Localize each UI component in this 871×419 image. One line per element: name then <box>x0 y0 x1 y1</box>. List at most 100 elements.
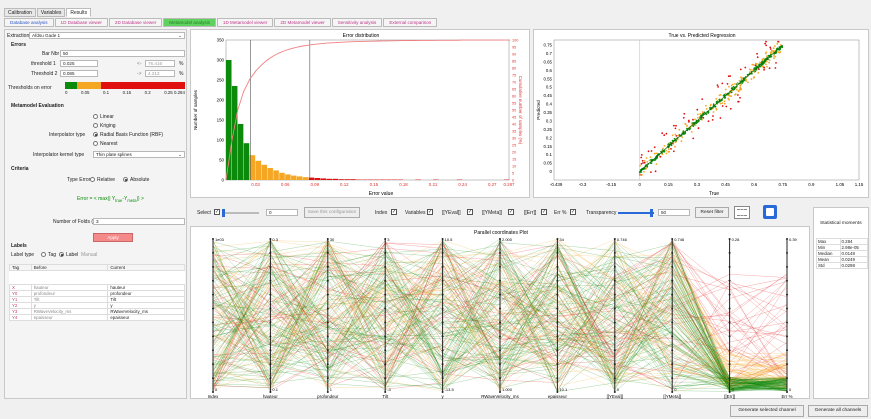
scatter-xtick-label: 0.6 <box>751 182 758 187</box>
hist-ytick-label: 200 <box>217 98 225 103</box>
scatter-point <box>778 51 781 54</box>
scatter-point <box>688 128 690 131</box>
pc-axis-tick <box>269 265 272 268</box>
transparency-slider[interactable] <box>618 209 654 217</box>
pc-axis-tick <box>269 349 272 352</box>
pc-axis-max: 10.5 <box>445 237 454 242</box>
scatter-point <box>641 159 644 162</box>
tab-2d-database-viewer[interactable]: 2D Database viewer <box>108 18 163 27</box>
scatter-point <box>740 78 743 80</box>
tab-2d-metamodel-viewer[interactable]: 2D Metamodel viewer <box>274 18 331 27</box>
scatter-point <box>692 137 695 140</box>
statistics-panel: Statistical moments Max 0.284 Min 2.98e-05… <box>813 207 869 399</box>
table-row[interactable]: Y4 epaisseur epaisseur <box>9 314 185 321</box>
bar-nbr-input[interactable]: 50 <box>60 50 185 57</box>
select-slider[interactable] <box>222 209 259 217</box>
transparency-input[interactable]: 50 <box>658 209 690 216</box>
kernel-select[interactable]: Thin plate splines ⌄ <box>93 151 185 158</box>
save-configuration-button[interactable]: Save this configuration <box>304 207 360 218</box>
errpct-checkbox[interactable]: ✓ <box>570 209 576 215</box>
tab-calibration[interactable]: Calibration <box>4 8 36 17</box>
interp-linear[interactable]: Linear <box>93 114 114 120</box>
scatter-point <box>670 148 672 150</box>
select-checkbox[interactable]: ✓ <box>214 209 220 215</box>
scatter-point <box>663 145 666 147</box>
select-value-input[interactable]: 0 <box>266 209 298 216</box>
threshold-color-bar[interactable] <box>65 82 185 89</box>
hist-y2tick-label: 60 <box>512 95 516 99</box>
scatter-point <box>719 117 722 119</box>
pc-axis-tick <box>728 251 731 254</box>
apply-button[interactable]: Apply <box>93 233 133 242</box>
regression-chart[interactable]: True vs. Predicted Regression True Predi… <box>534 30 870 199</box>
pc-axis-tick <box>212 238 214 240</box>
hist-bar <box>279 172 285 180</box>
scatter-point <box>719 94 722 96</box>
tab-variables[interactable]: Variables <box>36 8 66 17</box>
criteria-title: Criteria <box>11 166 29 172</box>
pc-axis-max: 0.39 <box>789 237 798 242</box>
scatter-point <box>734 93 736 96</box>
pc-axis-tick <box>556 293 559 296</box>
interp-rbf[interactable]: Radial Basis Function (RBF) <box>93 132 163 138</box>
ymeta-checkbox[interactable]: ✓ <box>508 209 514 215</box>
pc-axis-tick <box>556 391 559 393</box>
threshold2-input[interactable]: 0.085 <box>60 70 98 77</box>
index-checkbox[interactable]: ✓ <box>391 209 397 215</box>
pc-axis-tick <box>728 335 731 338</box>
tab-metamodel-analysis[interactable]: Metamodel analysis <box>163 18 216 27</box>
generate-all-button[interactable]: Generate all channels <box>808 405 868 417</box>
hist-xtick-label: 0.27 <box>488 182 497 187</box>
scatter-point <box>705 108 708 110</box>
scatter-point <box>740 83 743 86</box>
table-view-icon[interactable] <box>734 206 750 219</box>
top-tabbar: Calibration Variables Results <box>4 8 92 17</box>
scatter-point <box>675 124 677 127</box>
label-type-manual[interactable]: Manual <box>81 252 98 258</box>
reset-filter-button[interactable]: Reset filter <box>695 207 729 218</box>
threshold1-input[interactable]: 0.025 <box>60 60 98 67</box>
scatter-point <box>697 120 700 123</box>
label-type-label-option[interactable]: Label <box>59 252 78 258</box>
scatter-point <box>730 95 732 98</box>
scatter-point <box>763 68 765 71</box>
yeval-checkbox[interactable]: ✓ <box>467 209 473 215</box>
error-distribution-chart[interactable]: Error distribution Error value Number of… <box>191 30 531 199</box>
scatter-point <box>774 45 776 47</box>
pc-axis-tick <box>556 335 559 338</box>
scatter-point <box>736 88 738 91</box>
scatter-xtick-label: 0.45 <box>721 182 730 187</box>
tab-external-comparison[interactable]: External comparison <box>383 18 438 27</box>
interp-kriging[interactable]: Kriging <box>93 123 116 129</box>
variables-checkbox[interactable]: ✓ <box>427 209 433 215</box>
tab-1d-metamodel-viewer[interactable]: 1D Metamodel viewer <box>216 18 274 27</box>
err-checkbox[interactable]: ✓ <box>541 209 547 215</box>
tab-sensitivity-analysis[interactable]: Sensitivity analysis <box>331 18 383 27</box>
scatter-point <box>675 135 678 137</box>
scatter-xtick-label: -0.439 <box>550 182 563 187</box>
tab-results[interactable]: Results <box>66 8 92 17</box>
hist-bar <box>285 174 291 180</box>
pc-axis-tick <box>786 238 788 240</box>
pc-axis-tick <box>728 391 731 393</box>
scatter-point <box>702 111 704 113</box>
interp-nearest[interactable]: Nearest <box>93 141 118 147</box>
scatter-point <box>668 150 671 153</box>
pc-axis-tick <box>212 391 214 393</box>
scatter-point <box>683 112 686 115</box>
scatter-point <box>684 123 687 125</box>
type-error-relative[interactable]: Relative <box>90 177 115 183</box>
type-error-absolute[interactable]: Absolute <box>123 177 149 183</box>
scatter-point <box>638 171 641 174</box>
parallel-coordinates-chart[interactable]: Parallel coordinates Plot 1e03 0 Index 0.3 0… <box>191 227 811 400</box>
generate-selected-button[interactable]: Generate selected channel <box>730 405 804 417</box>
tab-1d-database-viewer[interactable]: 1D Database viewer <box>54 18 108 27</box>
tab-database-analysis[interactable]: Database analysis <box>4 18 54 27</box>
pc-axis-tick <box>728 307 731 310</box>
label-type-tag[interactable]: Tag <box>41 252 56 258</box>
save-icon[interactable] <box>763 205 777 219</box>
hist-bar <box>273 170 279 180</box>
extraction-select[interactable]: Afdsu Gade 1 ⌄ <box>29 32 185 39</box>
scatter-point <box>654 170 657 173</box>
folds-input[interactable]: 3 <box>93 218 185 225</box>
